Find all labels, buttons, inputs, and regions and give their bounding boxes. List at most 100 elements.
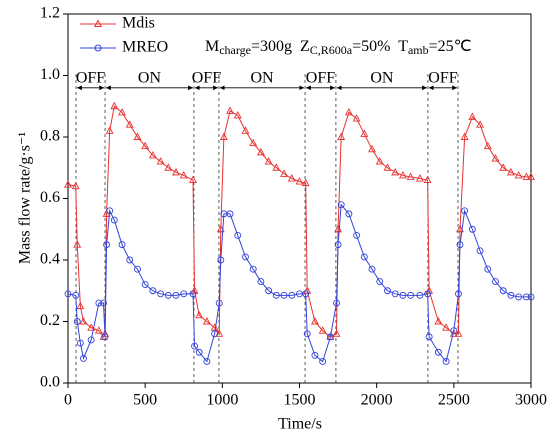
point: [195, 348, 203, 356]
point: [499, 163, 508, 171]
point: [468, 225, 476, 233]
point: [311, 351, 319, 359]
point: [391, 290, 399, 298]
point: [461, 207, 469, 215]
point: [337, 201, 345, 209]
point: [383, 163, 392, 171]
point: [491, 154, 500, 162]
annotation-part: charge: [219, 43, 251, 57]
point: [514, 170, 523, 179]
series-line: [67, 105, 531, 338]
point: [210, 323, 219, 331]
point: [353, 231, 361, 239]
point: [318, 326, 327, 334]
point: [156, 157, 165, 165]
point: [319, 358, 327, 365]
point: [64, 180, 72, 188]
point: [106, 207, 114, 215]
point: [79, 354, 87, 362]
point: [484, 265, 492, 273]
point: [376, 278, 384, 285]
point: [295, 177, 304, 185]
point: [368, 144, 376, 153]
point: [360, 253, 368, 261]
point: [211, 330, 219, 338]
y-axis-label: Mass flow rate/g·s⁻¹: [17, 132, 34, 265]
point: [360, 129, 369, 137]
point: [301, 178, 310, 187]
point: [164, 163, 173, 171]
point: [164, 291, 172, 299]
point: [141, 141, 150, 150]
point: [424, 290, 432, 298]
point: [492, 278, 499, 285]
point: [249, 265, 257, 273]
annotation-part: amb: [408, 43, 429, 57]
point: [423, 175, 432, 183]
annotation-part: M: [205, 38, 219, 55]
x-tick-label: 2500: [438, 392, 470, 409]
y-tick-label: 0.4: [40, 251, 60, 268]
point: [455, 290, 462, 298]
point: [264, 157, 273, 165]
point: [476, 247, 484, 255]
point: [110, 101, 119, 110]
point: [425, 286, 434, 294]
point: [94, 326, 103, 334]
phase-label: ON: [370, 69, 394, 86]
point: [233, 111, 242, 119]
point: [442, 323, 451, 331]
x-axis-label: Time/s: [278, 416, 322, 433]
point: [333, 299, 340, 307]
point: [76, 339, 84, 347]
x-tick-label: 0: [64, 392, 72, 409]
point: [191, 342, 199, 350]
annotation-part: =300g Z: [251, 38, 310, 55]
point: [202, 317, 211, 325]
point: [125, 120, 134, 128]
phase-label: ON: [138, 69, 162, 86]
point: [368, 265, 376, 273]
point: [118, 107, 126, 116]
point: [141, 281, 149, 289]
point: [101, 333, 109, 341]
phase-label: OFF: [306, 69, 335, 86]
point: [527, 293, 535, 301]
point: [310, 317, 319, 325]
y-tick-label: 1.0: [40, 66, 60, 83]
point: [527, 172, 535, 180]
point: [73, 240, 82, 248]
x-tick-label: 2000: [361, 392, 393, 409]
point: [157, 290, 165, 298]
point: [391, 167, 400, 176]
point: [450, 327, 458, 335]
point: [242, 253, 249, 261]
point: [280, 291, 288, 299]
point: [189, 290, 197, 298]
point: [234, 231, 242, 239]
point: [288, 291, 296, 299]
point: [507, 291, 515, 299]
point: [190, 286, 199, 294]
point: [215, 299, 223, 307]
point: [256, 147, 265, 156]
point: [434, 317, 443, 325]
legend-label: Mdis: [122, 15, 155, 32]
point: [398, 170, 407, 179]
point: [399, 291, 407, 299]
annotation-part: C,R600a: [310, 43, 353, 57]
point: [287, 174, 296, 182]
point: [76, 301, 85, 310]
point: [280, 169, 289, 177]
point: [100, 299, 107, 307]
point: [476, 120, 485, 128]
y-tick-label: 0.0: [40, 374, 60, 391]
y-tick-label: 0.2: [40, 312, 60, 329]
legend-marker: [93, 19, 103, 27]
point: [133, 132, 142, 140]
point: [415, 174, 424, 182]
point: [434, 348, 442, 356]
point: [468, 112, 477, 120]
point: [499, 287, 507, 295]
point: [303, 330, 311, 338]
